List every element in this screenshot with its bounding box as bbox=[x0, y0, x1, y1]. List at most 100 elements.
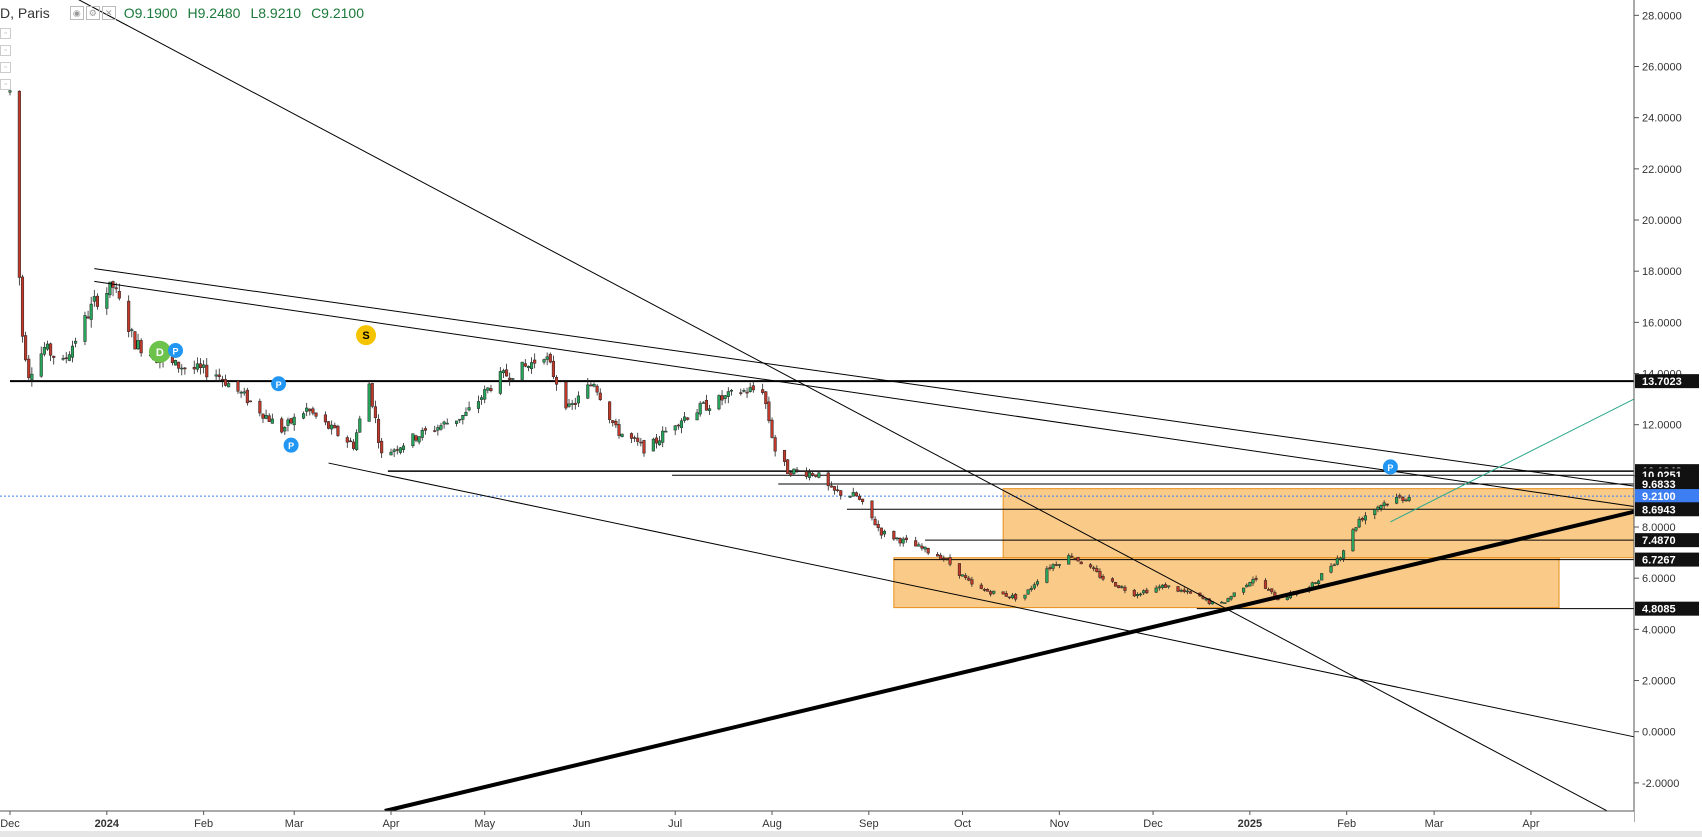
price-level-badge bbox=[1635, 533, 1699, 548]
candle-body bbox=[570, 403, 574, 405]
candle-body bbox=[270, 418, 274, 424]
candle-body bbox=[945, 558, 949, 560]
time-tick-label: Aug bbox=[762, 818, 782, 830]
candle-body bbox=[52, 355, 56, 358]
symbol-name[interactable]: D, Paris bbox=[0, 5, 50, 21]
candle-body bbox=[851, 492, 855, 497]
candle-body bbox=[380, 440, 384, 454]
candle-body bbox=[1154, 587, 1158, 593]
price-level-labels: 13.702310.184310.02519.68339.21008.69437… bbox=[1635, 374, 1699, 616]
price-tick-label: 20.0000 bbox=[1642, 215, 1682, 227]
candle-body bbox=[130, 329, 134, 331]
candle-body bbox=[1054, 564, 1058, 566]
time-tick-label: Apr bbox=[382, 818, 399, 830]
price-tick-label: 18.0000 bbox=[1642, 266, 1682, 278]
toolbar-handle-icon[interactable]: ▫ bbox=[0, 45, 11, 56]
candle-body bbox=[1407, 496, 1411, 501]
candle-body bbox=[192, 366, 196, 370]
time-tick-label: 2025 bbox=[1238, 818, 1262, 830]
price-level-badge bbox=[1635, 476, 1699, 491]
candle-body bbox=[483, 389, 487, 400]
candle-body bbox=[202, 364, 206, 368]
candle-body bbox=[698, 403, 702, 415]
candle-body bbox=[417, 436, 421, 443]
candle-body bbox=[242, 391, 246, 394]
candle-body bbox=[1401, 497, 1405, 501]
candle-body bbox=[764, 391, 768, 405]
candle-body bbox=[1004, 593, 1008, 597]
candle-body bbox=[1010, 594, 1015, 599]
candle-body bbox=[614, 420, 618, 426]
candle-body bbox=[501, 370, 505, 374]
price-tick-label: 26.0000 bbox=[1642, 62, 1682, 74]
candle-body bbox=[526, 365, 530, 368]
toolbar-handle-icon[interactable]: ▫ bbox=[0, 28, 11, 39]
candle-body bbox=[1220, 601, 1224, 604]
candle-body bbox=[1313, 582, 1317, 584]
candle-body bbox=[751, 385, 755, 391]
candle-body bbox=[786, 459, 790, 474]
candle-body bbox=[289, 418, 293, 424]
candle-body bbox=[1242, 587, 1246, 593]
low-value: L8.9210 bbox=[250, 5, 302, 21]
candle-body bbox=[348, 440, 352, 443]
candle-body bbox=[942, 557, 946, 560]
candle-body bbox=[1057, 564, 1061, 566]
candle-body bbox=[461, 415, 465, 420]
eye-icon[interactable]: ◉ bbox=[69, 6, 84, 20]
price-zone bbox=[893, 557, 1560, 609]
close-value: C9.2100 bbox=[311, 5, 364, 21]
candle-body bbox=[39, 353, 43, 377]
candle-body bbox=[258, 400, 262, 414]
marker-circle bbox=[148, 340, 171, 363]
candle-body bbox=[1188, 591, 1193, 594]
candle-body bbox=[1117, 585, 1121, 589]
trend-line bbox=[94, 268, 1635, 487]
header-icons: ◉ ⚙ ✕ bbox=[69, 6, 116, 20]
close-icon[interactable]: ✕ bbox=[101, 6, 116, 20]
time-tick-label: Apr bbox=[1522, 818, 1539, 830]
candle-body bbox=[836, 489, 840, 491]
candle-body bbox=[351, 441, 356, 449]
candle-body bbox=[170, 356, 174, 364]
candle-body bbox=[1332, 564, 1336, 567]
settings-icon[interactable]: ⚙ bbox=[85, 6, 100, 20]
candle-body bbox=[761, 389, 765, 393]
candle-body bbox=[792, 468, 796, 474]
candle-body bbox=[476, 401, 481, 409]
candle-body bbox=[480, 397, 484, 400]
toolbar-handle-icon[interactable]: ▫ bbox=[0, 62, 11, 73]
candle-body bbox=[305, 407, 309, 412]
candle-body bbox=[1179, 589, 1183, 592]
candle-body bbox=[1067, 555, 1071, 565]
marker-circle bbox=[283, 437, 299, 453]
candle-body bbox=[548, 353, 552, 363]
candle-body bbox=[411, 433, 415, 447]
candle-body bbox=[127, 300, 131, 332]
candle-body bbox=[370, 383, 374, 407]
candle-body bbox=[1051, 564, 1055, 569]
candle-body bbox=[1357, 519, 1361, 528]
candle-body bbox=[1176, 586, 1180, 592]
time-axis[interactable]: Dec 2024 Feb Mar Apr May Jun Jul Aug Sep Oct Nov Dec… bbox=[0, 811, 1540, 830]
candle-body bbox=[105, 293, 109, 309]
candle-body bbox=[1079, 561, 1083, 565]
candle-body bbox=[826, 472, 830, 486]
candle-body bbox=[195, 363, 199, 370]
price-level-badge bbox=[1635, 374, 1699, 389]
price-level-badge-text: 7.4870 bbox=[1642, 535, 1676, 547]
bottom-scroll-bar[interactable] bbox=[0, 831, 1702, 837]
trend-line bbox=[1390, 398, 1635, 523]
candle-body bbox=[960, 574, 965, 577]
candle-body bbox=[336, 425, 340, 436]
candle-body bbox=[873, 518, 877, 526]
toolbar-handle-icon[interactable]: ▫ bbox=[0, 79, 11, 90]
price-tick-label: 16.0000 bbox=[1642, 317, 1682, 329]
candle-body bbox=[901, 538, 905, 544]
candle-body bbox=[658, 440, 662, 446]
time-tick-label: Jul bbox=[668, 818, 682, 830]
price-level-badge-text: 9.2100 bbox=[1642, 491, 1676, 503]
candle-body bbox=[920, 545, 924, 549]
